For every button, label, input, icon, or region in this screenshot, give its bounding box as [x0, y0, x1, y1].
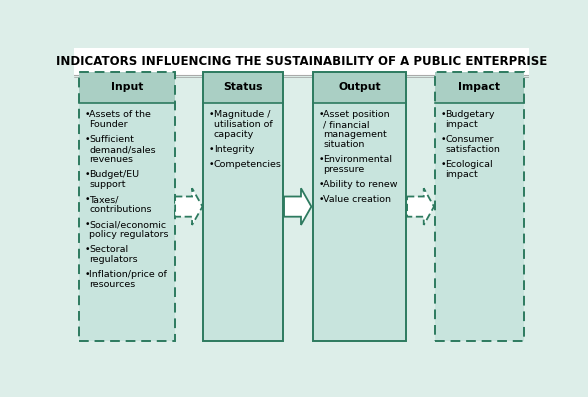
- Text: Status: Status: [223, 83, 263, 93]
- Text: •: •: [85, 270, 90, 279]
- Text: •: •: [85, 170, 90, 179]
- Text: •: •: [85, 110, 90, 119]
- Text: Environmental: Environmental: [323, 155, 392, 164]
- Polygon shape: [284, 188, 312, 225]
- Text: •: •: [440, 160, 446, 170]
- Text: •: •: [85, 195, 90, 204]
- Text: •: •: [85, 135, 90, 145]
- Text: policy regulators: policy regulators: [89, 230, 169, 239]
- Text: management: management: [323, 130, 387, 139]
- Text: Sectoral: Sectoral: [89, 245, 129, 254]
- Text: capacity: capacity: [214, 130, 254, 139]
- Text: Value creation: Value creation: [323, 195, 391, 204]
- Polygon shape: [175, 188, 202, 225]
- Text: Inflation/price of: Inflation/price of: [89, 270, 168, 279]
- Polygon shape: [407, 188, 434, 225]
- Text: Assets of the: Assets of the: [89, 110, 151, 119]
- FancyBboxPatch shape: [79, 72, 175, 103]
- Text: •: •: [318, 180, 324, 189]
- Text: Impact: Impact: [458, 83, 500, 93]
- Text: •: •: [85, 220, 90, 229]
- Text: impact: impact: [445, 120, 478, 129]
- Text: satisfaction: satisfaction: [445, 145, 500, 154]
- Text: Input: Input: [111, 83, 143, 93]
- Text: Social/economic: Social/economic: [89, 220, 166, 229]
- Text: impact: impact: [445, 170, 478, 179]
- Text: regulators: regulators: [89, 255, 138, 264]
- Text: Ability to renew: Ability to renew: [323, 180, 397, 189]
- Text: Competencies: Competencies: [214, 160, 282, 170]
- FancyBboxPatch shape: [313, 72, 406, 341]
- Text: Consumer: Consumer: [445, 135, 494, 145]
- FancyBboxPatch shape: [203, 72, 283, 341]
- Text: •: •: [318, 155, 324, 164]
- Text: resources: resources: [89, 280, 136, 289]
- Text: •: •: [209, 160, 215, 170]
- Text: Magnitude /: Magnitude /: [214, 110, 270, 119]
- Text: •: •: [440, 110, 446, 119]
- Text: Budget/EU: Budget/EU: [89, 170, 139, 179]
- FancyBboxPatch shape: [74, 48, 529, 75]
- Text: Integrity: Integrity: [214, 145, 254, 154]
- Text: demand/sales: demand/sales: [89, 145, 156, 154]
- Text: Sufficient: Sufficient: [89, 135, 134, 145]
- Text: •: •: [318, 195, 324, 204]
- Text: •: •: [209, 145, 215, 154]
- Text: Asset position: Asset position: [323, 110, 390, 119]
- Text: utilisation of: utilisation of: [214, 120, 273, 129]
- Text: Output: Output: [338, 83, 381, 93]
- Text: •: •: [440, 135, 446, 145]
- FancyBboxPatch shape: [435, 72, 524, 341]
- Text: revenues: revenues: [89, 155, 133, 164]
- Text: Ecological: Ecological: [445, 160, 493, 170]
- Text: Founder: Founder: [89, 120, 128, 129]
- Text: INDICATORS INFLUENCING THE SUSTAINABILITY OF A PUBLIC ENTERPRISE: INDICATORS INFLUENCING THE SUSTAINABILIT…: [56, 55, 547, 68]
- Text: pressure: pressure: [323, 165, 365, 174]
- Text: Budgetary: Budgetary: [445, 110, 495, 119]
- Text: / financial: / financial: [323, 120, 370, 129]
- FancyBboxPatch shape: [79, 72, 175, 341]
- FancyBboxPatch shape: [203, 72, 283, 103]
- FancyBboxPatch shape: [313, 72, 406, 103]
- Text: contributions: contributions: [89, 205, 152, 214]
- FancyBboxPatch shape: [435, 72, 524, 103]
- Text: situation: situation: [323, 140, 365, 148]
- Text: •: •: [318, 110, 324, 119]
- Text: •: •: [209, 110, 215, 119]
- Text: Taxes/: Taxes/: [89, 195, 119, 204]
- Text: •: •: [85, 245, 90, 254]
- Text: support: support: [89, 180, 126, 189]
